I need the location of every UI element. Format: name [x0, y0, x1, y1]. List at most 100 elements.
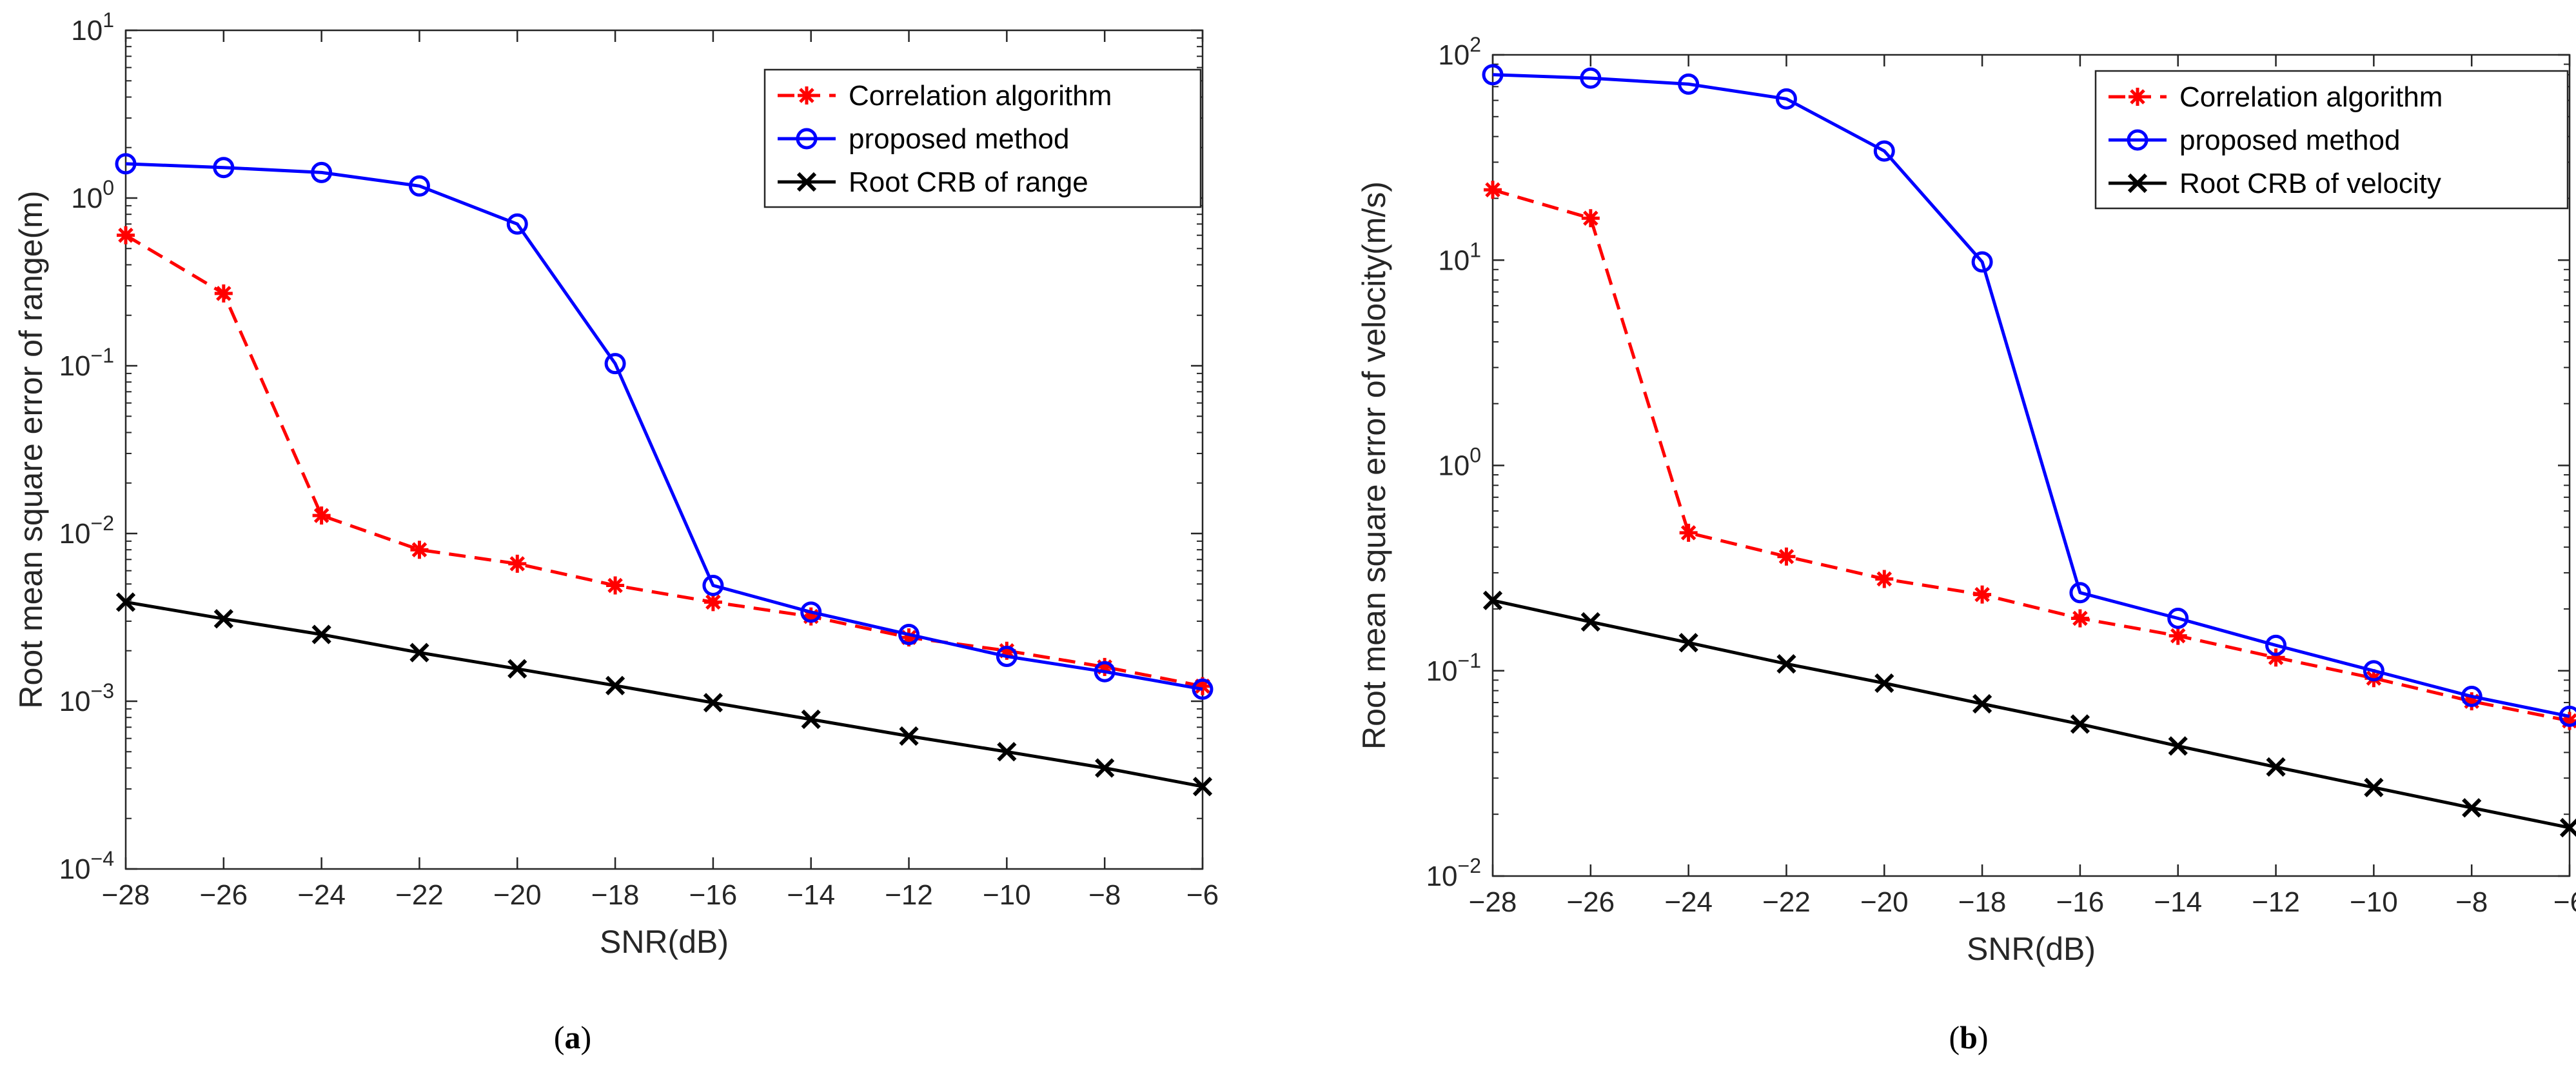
- x-axis-label: SNR(dB): [600, 924, 729, 960]
- series-2-point: [1971, 251, 1993, 273]
- y-tick-label: 10−2: [59, 512, 114, 550]
- series-line-3: [1492, 599, 2570, 830]
- series-1-point: [606, 576, 625, 595]
- x-tick-label: −10: [2350, 886, 2398, 918]
- series-2-point: [2461, 686, 2483, 708]
- series-line-2: [1492, 73, 2570, 718]
- series-1-point: [508, 554, 527, 573]
- series-3-point: [605, 675, 625, 695]
- series-1-point: [117, 226, 135, 244]
- series-3-point: [2266, 757, 2286, 777]
- series-1-point: [312, 506, 331, 525]
- series-2-point: [996, 646, 1018, 668]
- legend-marker-3: [2127, 173, 2148, 194]
- x-tick-label: −14: [787, 879, 835, 911]
- series-1-point: [2168, 626, 2187, 645]
- series-1-point: [2561, 712, 2576, 730]
- x-tick-label: −24: [297, 879, 346, 911]
- y-tick-label: 100: [71, 176, 114, 214]
- series-2-point: [408, 175, 430, 197]
- series-3-point: [703, 693, 723, 713]
- x-tick-label: −20: [493, 879, 542, 911]
- x-tick-label: −10: [983, 879, 1031, 911]
- series-1-point: [410, 541, 429, 559]
- series-2-point: [1192, 678, 1214, 700]
- series-2-point: [115, 153, 137, 175]
- legend-marker-1: [798, 86, 816, 105]
- x-tick-label: −20: [1860, 886, 1909, 918]
- y-tick-label: 100: [1438, 444, 1481, 482]
- series-line-3: [125, 600, 1203, 788]
- legend-label-1: Correlation algorithm: [2179, 81, 2443, 113]
- series-2-point: [1482, 64, 1504, 86]
- series-1-point: [998, 641, 1016, 660]
- series-3-point: [1192, 777, 1213, 797]
- series-1-point: [703, 593, 722, 612]
- series-2-point: [2265, 634, 2287, 656]
- y-tick-label: 102: [1438, 33, 1481, 71]
- x-tick-label: −18: [591, 879, 640, 911]
- series-3-point: [899, 726, 919, 746]
- series-2-point: [604, 353, 626, 375]
- series-3-point: [1580, 612, 1600, 632]
- series-3-point: [1874, 673, 1894, 693]
- series-1-point: [2463, 692, 2481, 711]
- series-line-2: [125, 162, 1203, 691]
- series-line-1: [124, 234, 1203, 688]
- x-tick-label: −12: [2252, 886, 2300, 918]
- panel-b: −28 −26 −24 −22 −20 −18 −16 −14 −12 −10 −8 −6 10−2 10…: [1356, 33, 2576, 1055]
- series-1-point: [1484, 181, 1502, 199]
- series-3-point: [1678, 633, 1698, 653]
- series-3-point: [1482, 590, 1503, 610]
- series-2-point: [2559, 705, 2576, 727]
- series-2-point: [702, 575, 724, 597]
- series-3-point: [1776, 653, 1796, 674]
- series-2-point: [1678, 73, 1700, 95]
- x-tick-label: −16: [2056, 886, 2105, 918]
- x-tick-label: −24: [1664, 886, 1713, 918]
- series-2-point: [898, 624, 920, 646]
- series-1-point: [1679, 523, 1698, 542]
- y-tick-label: 10−2: [1426, 854, 1481, 892]
- legend-marker-3: [796, 172, 817, 192]
- x-axis-label: SNR(dB): [1967, 931, 2096, 967]
- legend-box: [763, 68, 1202, 208]
- series-3-point: [115, 592, 136, 612]
- y-axis-label: Root mean square error of range(m): [13, 190, 49, 708]
- legend-marker-2: [2127, 129, 2148, 151]
- series-1-point: [1194, 677, 1212, 695]
- series-2-point: [506, 213, 528, 235]
- y-tick-label: 101: [1438, 238, 1481, 276]
- x-tick-label: −16: [689, 879, 738, 911]
- legend-marker-2: [796, 128, 818, 150]
- y-tick-label: 10−4: [59, 847, 114, 885]
- series-3-point: [2462, 798, 2482, 818]
- panel-caption: (b): [1949, 1019, 1988, 1055]
- series-3-point: [409, 643, 429, 663]
- series-1-point: [1875, 570, 1894, 588]
- series-3-point: [213, 609, 233, 629]
- series-1-point: [801, 607, 820, 626]
- x-tick-label: −22: [395, 879, 444, 911]
- series-line-1: [1492, 188, 2570, 723]
- series-2-point: [2069, 582, 2091, 604]
- series-3-point: [801, 709, 821, 730]
- series-3-point: [311, 624, 331, 644]
- series-2-point: [2167, 608, 2189, 630]
- y-tick-label: 10−3: [59, 679, 114, 717]
- panel-caption: (a): [554, 1019, 591, 1055]
- x-tick-label: −6: [1186, 879, 1219, 911]
- series-3-point: [507, 659, 527, 679]
- series-1-point: [1096, 657, 1114, 676]
- legend-label-3: Root CRB of velocity: [2179, 168, 2441, 199]
- x-tick-label: −28: [1469, 886, 1517, 918]
- legend-label-3: Root CRB of range: [849, 166, 1088, 198]
- x-tick-label: −26: [199, 879, 248, 911]
- series-1-point: [2266, 648, 2285, 667]
- series-2-point: [2363, 660, 2384, 682]
- y-tick-label: 10−1: [1426, 649, 1481, 687]
- x-tick-label: −6: [2553, 886, 2576, 918]
- series-2-point: [311, 161, 333, 183]
- series-2-point: [1873, 140, 1895, 162]
